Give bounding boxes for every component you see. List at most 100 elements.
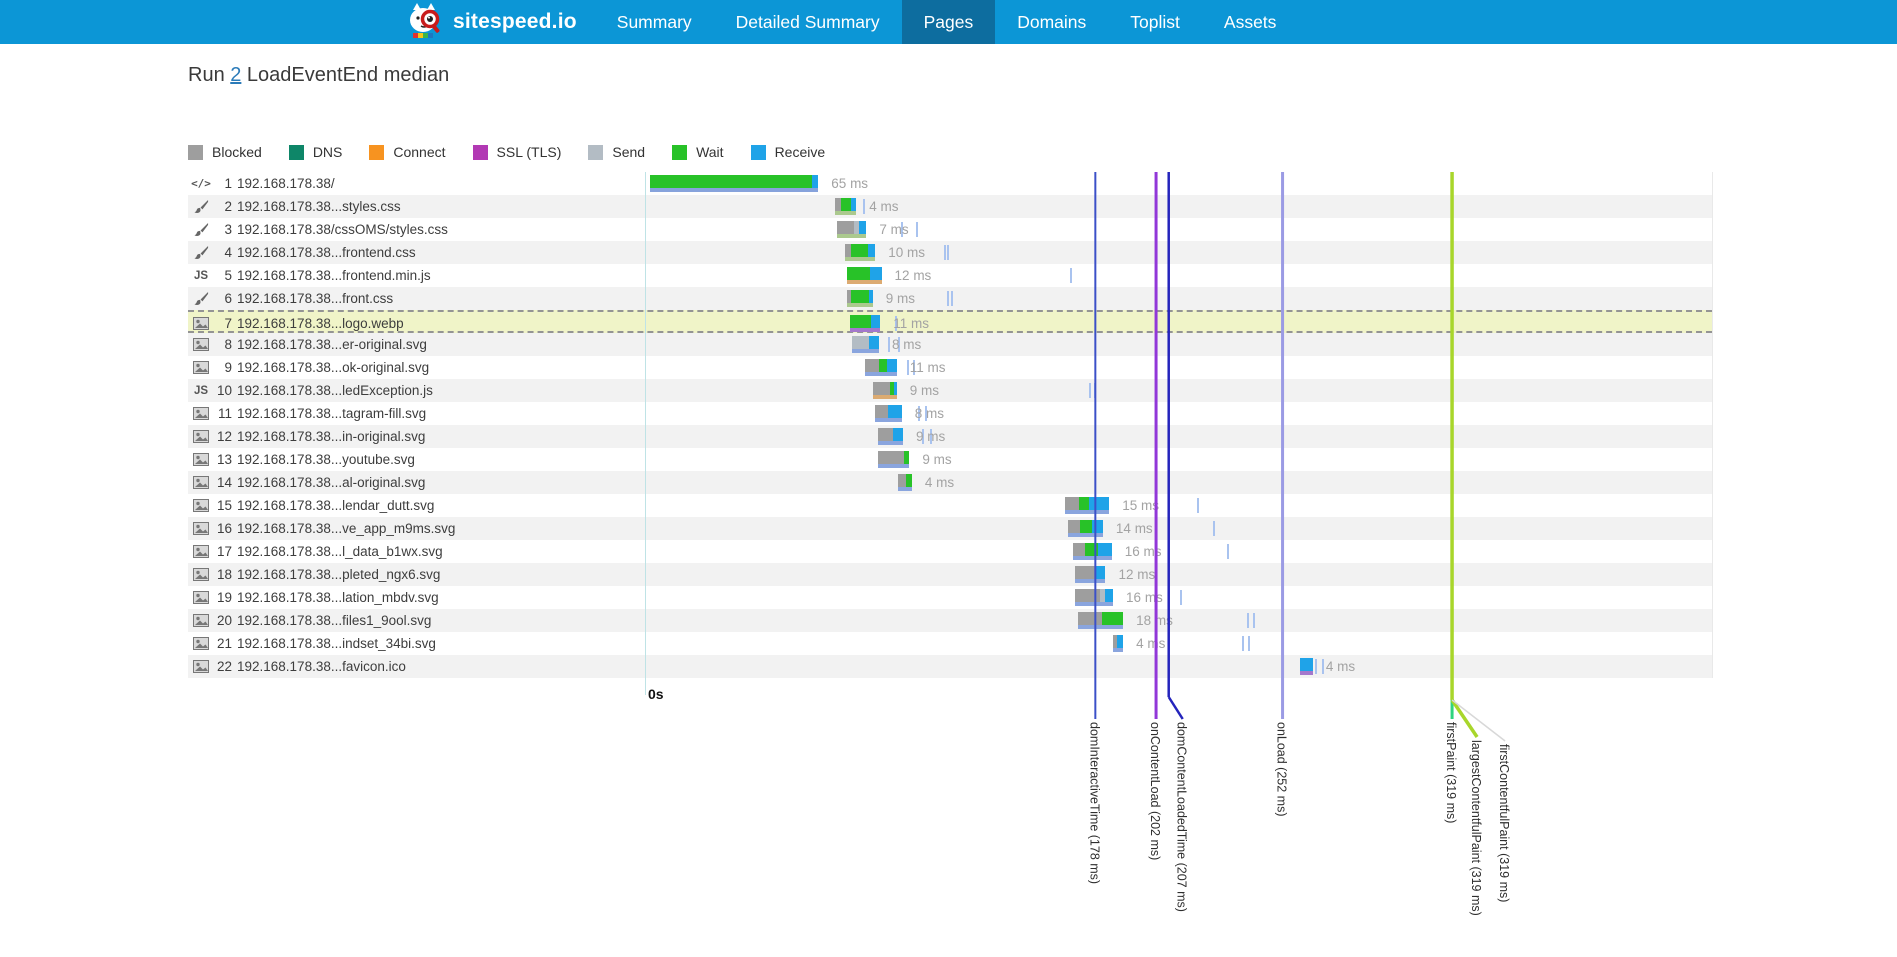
event-tick: [913, 360, 916, 375]
request-timing-bar[interactable]: [847, 267, 882, 284]
brand[interactable]: sitespeed.io: [405, 0, 577, 44]
waterfall-row[interactable]: 3 192.168.178.38/cssOMS/styles.css 7 ms: [188, 218, 1712, 241]
event-tick: [922, 429, 925, 444]
waterfall-row[interactable]: 11 192.168.178.38...tagram-fill.svg 8 ms: [188, 402, 1712, 425]
waterfall-row[interactable]: 12 192.168.178.38...in-original.svg 9 ms: [188, 425, 1712, 448]
request-label: JS 10 192.168.178.38...ledException.js: [190, 379, 433, 402]
waterfall-row[interactable]: 22 192.168.178.38...favicon.ico 4 ms: [188, 655, 1712, 678]
request-url: 192.168.178.38...ledException.js: [237, 383, 433, 398]
request-timing-bar[interactable]: [847, 290, 873, 307]
request-label: 2 192.168.178.38...styles.css: [190, 195, 401, 218]
waterfall-row[interactable]: 2 192.168.178.38...styles.css 4 ms: [188, 195, 1712, 218]
request-label: </> 1 192.168.178.38/: [190, 172, 335, 195]
request-timing-bar[interactable]: [1075, 566, 1106, 583]
request-number: 12: [216, 429, 232, 444]
request-label: 9 192.168.178.38...ok-original.svg: [190, 356, 429, 379]
phase-segment-receive: [1097, 543, 1112, 556]
phase-segment-wait: [890, 382, 895, 395]
nav-item-detailed-summary[interactable]: Detailed Summary: [735, 11, 880, 32]
content-type-strip: [875, 418, 902, 422]
content-type-strip: [844, 257, 876, 261]
waterfall-row[interactable]: 7 192.168.178.38...logo.webp 11 ms: [188, 310, 1712, 333]
paintbrush-icon: [190, 245, 212, 260]
request-timing-bar[interactable]: [1077, 612, 1124, 629]
request-timing-bar[interactable]: [865, 359, 897, 376]
content-type-strip: [1300, 671, 1313, 675]
nav-item-pages[interactable]: Pages: [901, 0, 996, 44]
phase-segment-send: [853, 221, 859, 234]
request-timing-bar[interactable]: [1300, 658, 1313, 675]
request-timing-bar[interactable]: [875, 405, 902, 422]
waterfall-row[interactable]: 19 192.168.178.38...lation_mbdv.svg 16 ms: [188, 586, 1712, 609]
waterfall-row[interactable]: 13 192.168.178.38...youtube.svg 9 ms: [188, 448, 1712, 471]
request-number: 20: [216, 613, 232, 628]
event-tick: [1196, 498, 1199, 513]
waterfall-row[interactable]: 4 192.168.178.38...frontend.css 10 ms: [188, 241, 1712, 264]
request-label: 19 192.168.178.38...lation_mbdv.svg: [190, 586, 439, 609]
phase-segment-blocked: [1064, 497, 1079, 510]
nav-item-domains[interactable]: Domains: [1017, 11, 1087, 32]
event-tick: [898, 337, 900, 352]
waterfall-row[interactable]: 8 192.168.178.38...er-original.svg 8 ms: [188, 333, 1712, 356]
request-timing-bar[interactable]: [834, 198, 857, 215]
request-timing-bar[interactable]: [1113, 635, 1124, 652]
request-timing-bar[interactable]: [1064, 497, 1110, 514]
request-url: 192.168.178.38...youtube.svg: [237, 452, 415, 467]
legend-label: Connect: [393, 144, 446, 160]
phase-segment-blocked: [1075, 589, 1101, 602]
waterfall-row[interactable]: JS 10 192.168.178.38...ledException.js 9 ms: [188, 379, 1712, 402]
request-duration-label: 11 ms: [893, 316, 930, 331]
legend-swatch: [188, 144, 203, 160]
phase-segment-blocked: [1113, 635, 1117, 648]
image-icon: [190, 522, 212, 535]
phase-segment-receive: [1091, 520, 1103, 533]
waterfall-row[interactable]: 6 192.168.178.38...front.css 9 ms: [188, 287, 1712, 310]
event-tick: [1089, 383, 1091, 398]
request-timing-bar[interactable]: [872, 382, 897, 399]
waterfall-row[interactable]: 21 192.168.178.38...indset_34bi.svg 4 ms: [188, 632, 1712, 655]
request-label: 15 192.168.178.38...lendar_dutt.svg: [190, 494, 434, 517]
request-timing-bar[interactable]: [849, 315, 881, 332]
nav-item-summary[interactable]: Summary: [616, 11, 692, 32]
request-timing-bar[interactable]: [1067, 520, 1103, 537]
request-timing-bar[interactable]: [844, 244, 876, 261]
waterfall-row[interactable]: 17 192.168.178.38...l_data_b1wx.svg 16 ms: [188, 540, 1712, 563]
waterfall-row[interactable]: 9 192.168.178.38...ok-original.svg 11 ms: [188, 356, 1712, 379]
waterfall-row[interactable]: </> 1 192.168.178.38/65 ms: [188, 172, 1712, 195]
waterfall-row[interactable]: 20 192.168.178.38...files1_9ool.svg 18 ms: [188, 609, 1712, 632]
request-duration-label: 9 ms: [885, 291, 915, 306]
waterfall-row[interactable]: 18 192.168.178.38...pleted_ngx6.svg 12 ms: [188, 563, 1712, 586]
event-tick: [1247, 613, 1250, 628]
request-duration-label: 16 ms: [1124, 544, 1162, 559]
request-duration-label: 12 ms: [1118, 567, 1156, 582]
request-duration-label: 8 ms: [914, 406, 945, 421]
request-timing-bar[interactable]: [898, 474, 912, 491]
request-timing-bar[interactable]: [650, 175, 819, 192]
phase-segment-receive: [851, 198, 857, 211]
run-number-link[interactable]: 2: [230, 64, 242, 86]
request-number: 9: [224, 360, 232, 375]
request-timing-bar[interactable]: [877, 451, 910, 468]
request-timing-bar[interactable]: [877, 428, 904, 445]
waterfall-row[interactable]: 15 192.168.178.38...lendar_dutt.svg 15 ms: [188, 494, 1712, 517]
waterfall-row[interactable]: JS 5 192.168.178.38...frontend.min.js 12 ms: [188, 264, 1712, 287]
request-timing-bar[interactable]: [837, 221, 867, 238]
request-timing-bar[interactable]: [852, 336, 880, 353]
waterfall-row[interactable]: 14 192.168.178.38...al-original.svg 4 ms: [188, 471, 1712, 494]
request-timing-bar[interactable]: [1075, 589, 1114, 606]
request-number: 19: [216, 590, 232, 605]
content-type-strip: [849, 328, 881, 332]
waterfall-row[interactable]: 16 192.168.178.38...ve_app_m9ms.svg 14 ms: [188, 517, 1712, 540]
title-suffix: LoadEventEnd median: [241, 64, 450, 86]
request-duration-label: 4 ms: [869, 199, 899, 214]
phase-segment-wait: [650, 175, 812, 188]
request-timing-bar[interactable]: [1072, 543, 1112, 560]
request-label: 13 192.168.178.38...youtube.svg: [190, 448, 415, 471]
event-tick: [895, 316, 898, 331]
phase-segment-blocked: [1077, 612, 1102, 625]
nav-item-toplist[interactable]: Toplist: [1130, 11, 1180, 32]
phase-segment-blocked: [847, 290, 852, 303]
metric-label-onLoad: onLoad (252 ms): [1274, 722, 1289, 817]
request-number: 14: [216, 475, 232, 490]
nav-item-assets[interactable]: Assets: [1223, 11, 1277, 32]
